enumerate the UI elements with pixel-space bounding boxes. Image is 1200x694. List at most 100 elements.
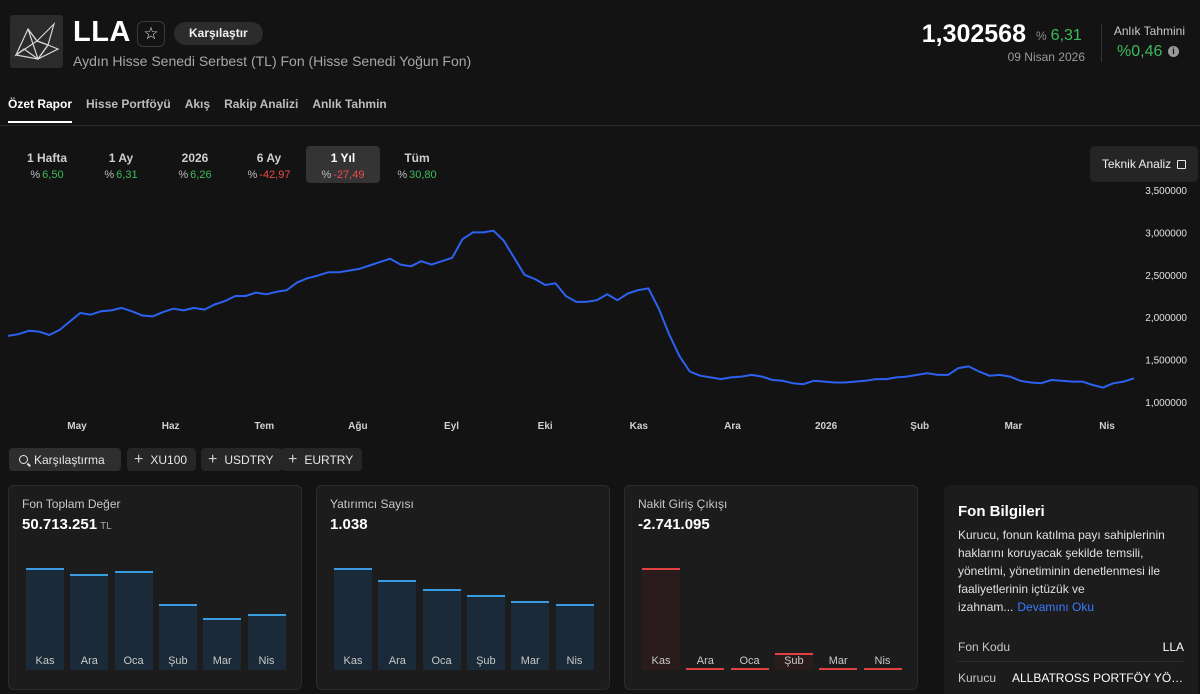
series-line-lla — [7, 229, 1135, 389]
card-bar[interactable] — [642, 568, 680, 670]
card-bar[interactable] — [555, 603, 594, 670]
y-tick-label: 1,500000 — [1145, 356, 1187, 367]
fund-info-value: LLA — [1162, 640, 1184, 654]
card-bar[interactable] — [378, 580, 417, 670]
card-investor-count: Yatırımcı Sayısı 1.038 Kas Ara Oca Şub Mar Ni… — [316, 485, 610, 690]
fund-info-description-text: Kurucu, fonun katılma payı sahiplerinin … — [958, 528, 1165, 614]
card-bar[interactable] — [422, 589, 461, 670]
card-bar[interactable] — [203, 617, 242, 670]
card-bar-label: Nis — [874, 655, 891, 667]
percent-sign: % — [321, 169, 332, 181]
card-bar[interactable] — [70, 574, 109, 670]
card-bar-label: Kas — [343, 655, 363, 667]
technical-analysis-label: Teknik Analiz — [1101, 157, 1172, 171]
compare-chip-usdtry[interactable]: + USDTRY — [201, 448, 283, 471]
percent-sign: % — [178, 169, 189, 181]
period-1-ay[interactable]: 1 Ay % 6,31 — [84, 146, 158, 183]
card-title: Yatırımcı Sayısı — [330, 497, 414, 511]
card-bar-label: Nis — [258, 655, 275, 667]
tab-anlik-tahmin[interactable]: Anlık Tahmin — [312, 97, 387, 111]
card-bar-label: Oca — [739, 655, 760, 667]
x-tick-label: Haz — [162, 421, 180, 432]
period-1-yil[interactable]: 1 Yıl % -27,49 — [306, 146, 380, 183]
compare-chip-xu100[interactable]: + XU100 — [127, 448, 197, 471]
period-selector: 1 Hafta % 6,50 1 Ay % 6,31 2026 % 6,26 6 Ay… — [10, 146, 454, 183]
period-label: 2026 — [181, 151, 209, 165]
card-bar[interactable] — [334, 568, 372, 670]
card-bar[interactable] — [819, 668, 858, 670]
period-label: 1 Yıl — [330, 151, 356, 165]
card-bar[interactable] — [863, 668, 902, 670]
x-tick-label: Eyl — [444, 421, 459, 432]
card-bar-label: Oca — [431, 655, 452, 667]
x-tick-label: May — [67, 421, 87, 432]
period-return: -42,97 — [259, 169, 291, 181]
tab-akis[interactable]: Akış — [184, 97, 211, 111]
percent-sign: % — [397, 169, 408, 181]
y-axis: 3,500000 3,000000 2,500000 2,000000 1,500000… — [1145, 186, 1187, 409]
read-more-link[interactable]: Devamını Oku — [1017, 600, 1095, 614]
tab-hisse-portfoyu[interactable]: Hisse Portföyü — [86, 97, 171, 111]
compare-button[interactable]: Karşılaştır — [174, 22, 263, 45]
price-chart[interactable]: 3,500000 3,000000 2,500000 2,000000 1,500000… — [0, 180, 1200, 442]
period-1-hafta[interactable]: 1 Hafta % 6,50 — [10, 146, 84, 183]
card-bar[interactable] — [511, 600, 550, 670]
compare-chip-label: XU100 — [150, 452, 188, 467]
card-bar[interactable] — [26, 568, 64, 670]
x-tick-label: Ara — [724, 421, 741, 432]
card-bar[interactable] — [686, 668, 725, 670]
x-tick-label: Nis — [1099, 421, 1115, 432]
card-value-number: 1.038 — [330, 516, 368, 533]
fund-price: 1,302568 — [921, 20, 1026, 48]
card-value-unit: TL — [100, 521, 112, 532]
period-return: -27,49 — [333, 169, 365, 181]
fund-logo — [10, 15, 63, 68]
y-tick-label: 3,500000 — [1145, 186, 1187, 197]
technical-analysis-button[interactable]: Teknik Analiz — [1090, 146, 1198, 182]
card-bar[interactable] — [158, 603, 197, 670]
card-title: Nakit Giriş Çıkışı — [638, 497, 728, 511]
x-tick-label: Tem — [254, 421, 274, 432]
card-bar-label: Mar — [828, 655, 848, 667]
percent-sign: % — [247, 169, 258, 181]
tab-rakip-analizi[interactable]: Rakip Analizi — [224, 97, 299, 111]
fund-info-row-founder: Kurucu ALLBATROSS PORTFÖY YÖNETİMİ A.Ş. — [958, 671, 1184, 685]
period-label: 6 Ay — [256, 151, 282, 165]
card-bar[interactable] — [466, 594, 505, 670]
card-bar-label: Şub — [784, 655, 804, 667]
card-value: -2.741.095 — [638, 516, 710, 533]
expand-icon — [1177, 159, 1187, 169]
card-bar[interactable] — [247, 613, 286, 670]
tab-ozet-rapor[interactable]: Özet Rapor — [8, 97, 73, 123]
period-return: 6,26 — [190, 169, 212, 181]
period-tum[interactable]: Tüm % 30,80 — [380, 146, 454, 183]
info-icon[interactable]: i — [1168, 46, 1179, 57]
x-axis: May Haz Tem Ağu Eyl Eki Kas Ara 2026 Şub Mar Nis — [67, 421, 1115, 432]
instant-estimate-label: Anlık Tahmini — [1113, 24, 1185, 38]
percent-sign: % — [30, 169, 41, 181]
favorite-button[interactable]: ☆ — [137, 21, 165, 47]
card-bar-label: Mar — [212, 655, 232, 667]
percent-sign: % — [104, 169, 115, 181]
card-value: 1.038 — [330, 516, 368, 533]
compare-chip-eurtry[interactable]: + EURTRY — [281, 448, 363, 471]
card-title: Fon Toplam Değer — [22, 497, 121, 511]
fund-info-title: Fon Bilgileri — [958, 503, 1045, 520]
period-return: 6,31 — [116, 169, 138, 181]
card-bar-label: Ara — [388, 655, 406, 667]
card-bar-label: Şub — [168, 655, 188, 667]
compare-search-button[interactable]: Karşılaştırma — [9, 448, 121, 471]
instant-estimate-value: %0,46 — [1117, 43, 1163, 60]
period-return: 6,50 — [42, 169, 64, 181]
card-bar[interactable] — [114, 571, 153, 670]
search-icon — [19, 455, 28, 464]
period-return: 30,80 — [409, 169, 437, 181]
period-2026[interactable]: 2026 % 6,26 — [158, 146, 232, 183]
card-bar-label: Şub — [476, 655, 496, 667]
period-6-ay[interactable]: 6 Ay % -42,97 — [232, 146, 306, 183]
period-label: 1 Ay — [108, 151, 134, 165]
card-bar[interactable] — [774, 652, 813, 670]
card-bar[interactable] — [730, 668, 769, 670]
star-icon: ☆ — [143, 24, 159, 43]
card-value-number: -2.741.095 — [638, 516, 710, 533]
